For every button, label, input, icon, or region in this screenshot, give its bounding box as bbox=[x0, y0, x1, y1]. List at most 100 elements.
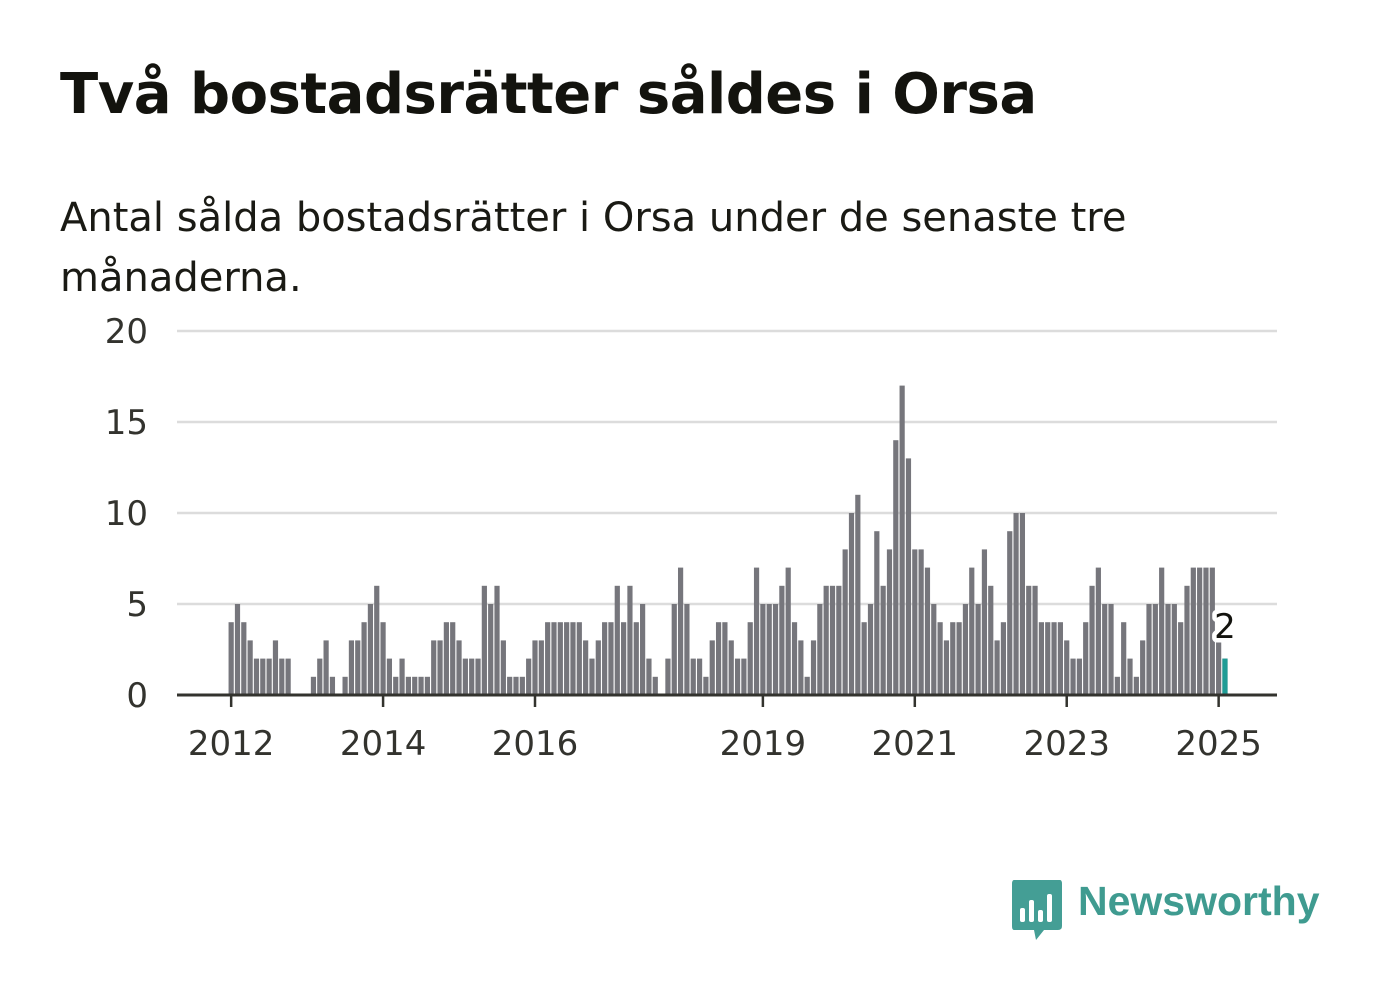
bar bbox=[608, 622, 614, 695]
newsworthy-logo: Newsworthy bbox=[1010, 878, 1330, 944]
bar bbox=[266, 658, 272, 695]
bar bbox=[481, 585, 487, 695]
bar bbox=[1152, 604, 1158, 695]
bar bbox=[500, 640, 506, 695]
bar bbox=[583, 640, 589, 695]
x-tick-label: 2019 bbox=[720, 724, 807, 764]
highlight-bar bbox=[1222, 658, 1228, 695]
bar bbox=[456, 640, 462, 695]
y-tick-label: 20 bbox=[105, 312, 148, 352]
bar bbox=[1140, 640, 1146, 695]
bar bbox=[1209, 567, 1215, 695]
bar bbox=[614, 585, 620, 695]
bar bbox=[1026, 585, 1032, 695]
y-tick-label: 10 bbox=[105, 494, 148, 534]
bar bbox=[602, 622, 608, 695]
bar bbox=[538, 640, 544, 695]
bar bbox=[1064, 640, 1070, 695]
bar-chart-speech-bubble-icon bbox=[1012, 880, 1062, 940]
highlight-value-label: 2 bbox=[1214, 607, 1236, 647]
bar bbox=[646, 658, 652, 695]
bar bbox=[507, 676, 513, 695]
bar bbox=[241, 622, 247, 695]
bar bbox=[361, 622, 367, 695]
bar bbox=[595, 640, 601, 695]
bar bbox=[532, 640, 538, 695]
bar bbox=[1013, 513, 1019, 695]
bar bbox=[342, 676, 348, 695]
bar bbox=[779, 585, 785, 695]
bar bbox=[1178, 622, 1184, 695]
bar bbox=[981, 549, 988, 695]
bar bbox=[399, 658, 405, 695]
bar bbox=[640, 604, 646, 695]
bar bbox=[1127, 658, 1133, 695]
bar bbox=[696, 658, 703, 695]
bar bbox=[551, 622, 557, 695]
bar bbox=[1089, 585, 1095, 695]
chart-title: Två bostadsrätter såldes i Orsa bbox=[60, 62, 1037, 127]
bar bbox=[842, 549, 848, 695]
bar bbox=[1057, 622, 1063, 695]
bar bbox=[469, 658, 475, 695]
bar bbox=[443, 622, 449, 695]
bar bbox=[564, 622, 570, 695]
bar bbox=[1070, 658, 1076, 695]
bar bbox=[665, 658, 671, 695]
bar bbox=[899, 385, 905, 695]
bar bbox=[836, 585, 842, 695]
bar bbox=[260, 658, 266, 695]
bar bbox=[285, 658, 291, 695]
bar bbox=[1076, 658, 1082, 695]
bar bbox=[1102, 604, 1108, 695]
bar bbox=[1051, 622, 1057, 695]
bar bbox=[684, 604, 690, 695]
bar bbox=[576, 622, 582, 695]
bar bbox=[671, 604, 677, 695]
bar bbox=[513, 676, 519, 695]
bar bbox=[633, 622, 639, 695]
bar bbox=[893, 440, 899, 695]
bar bbox=[804, 676, 810, 695]
bar bbox=[526, 658, 532, 695]
bar bbox=[279, 658, 285, 695]
bar bbox=[918, 549, 924, 695]
bar bbox=[747, 622, 753, 695]
bar bbox=[1083, 622, 1089, 695]
bar bbox=[412, 676, 418, 695]
bar bbox=[848, 513, 855, 695]
highlight-annotation: 2 bbox=[1210, 603, 1241, 652]
bar bbox=[1045, 622, 1051, 695]
bar bbox=[855, 494, 861, 695]
y-axis-tick-labels: 0 5 10 15 20 bbox=[105, 312, 148, 716]
bar bbox=[1159, 567, 1165, 695]
bar bbox=[348, 640, 355, 695]
bar bbox=[886, 549, 893, 695]
bar bbox=[424, 676, 430, 695]
bar bbox=[475, 658, 481, 695]
bar bbox=[355, 640, 361, 695]
bar bbox=[234, 604, 241, 695]
bar bbox=[418, 676, 424, 695]
bar bbox=[1114, 676, 1120, 695]
bar bbox=[621, 622, 627, 695]
bar bbox=[950, 622, 956, 695]
y-tick-label: 15 bbox=[105, 403, 148, 443]
bar bbox=[753, 567, 760, 695]
bar bbox=[988, 585, 994, 695]
bar bbox=[1146, 604, 1152, 695]
x-axis-ticks: 2012 2014 2016 2019 2021 2023 2025 bbox=[188, 695, 1262, 764]
bar bbox=[652, 676, 658, 695]
bar bbox=[1190, 567, 1196, 695]
bar bbox=[817, 604, 823, 695]
bar bbox=[450, 622, 456, 695]
bar bbox=[367, 604, 374, 695]
bar bbox=[994, 640, 1000, 695]
bar bbox=[627, 585, 633, 695]
bar bbox=[937, 622, 943, 695]
bar bbox=[905, 458, 912, 695]
bar bbox=[772, 604, 779, 695]
bar bbox=[1133, 676, 1139, 695]
bar bbox=[690, 658, 696, 695]
